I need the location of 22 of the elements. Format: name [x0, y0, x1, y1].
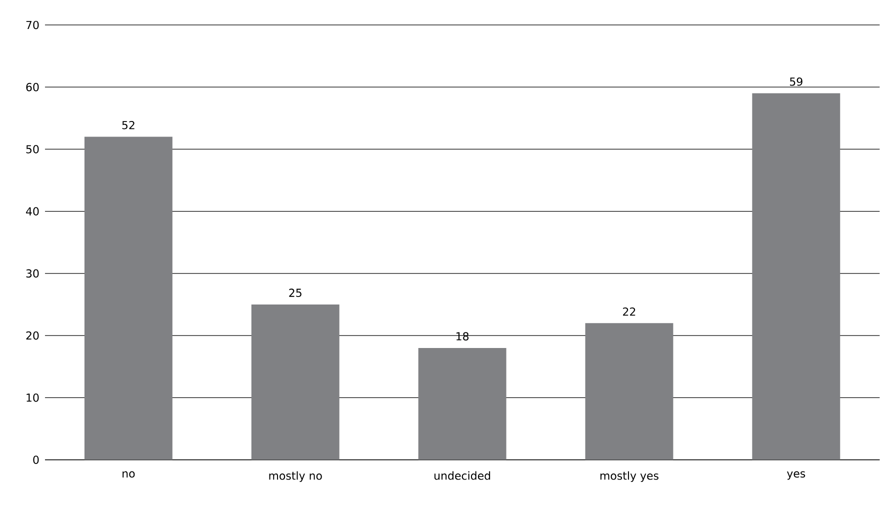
- bar: [752, 93, 840, 460]
- y-tick-label: 20: [26, 332, 39, 340]
- y-tick-label: 0: [33, 456, 39, 464]
- x-tick-label: undecided: [434, 471, 490, 480]
- x-tick-label: yes: [786, 471, 806, 480]
- y-tick-label: 60: [26, 83, 39, 92]
- y-tick-label: 30: [26, 269, 39, 278]
- bar: [251, 304, 340, 460]
- data-label: 59: [790, 78, 802, 86]
- x-tick-label: mostly yes: [600, 471, 658, 482]
- y-tick-label: 70: [26, 20, 39, 30]
- data-label: 22: [623, 308, 636, 316]
- bar: [418, 348, 506, 460]
- x-tick-label: mostly no: [269, 471, 322, 482]
- x-tick-label: no: [122, 471, 135, 478]
- y-tick-label: 10: [26, 394, 39, 402]
- data-label: 52: [122, 121, 134, 130]
- bar: [585, 323, 674, 460]
- y-tick-label: 50: [26, 145, 39, 154]
- data-label: 25: [289, 288, 302, 298]
- y-tick-label: 40: [26, 207, 39, 216]
- bar: [84, 136, 172, 460]
